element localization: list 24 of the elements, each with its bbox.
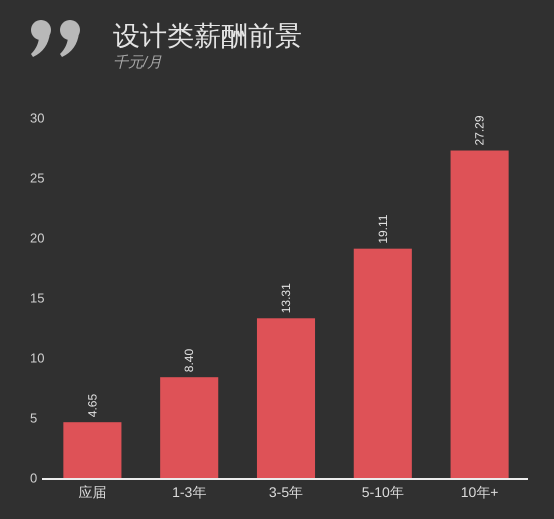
bar bbox=[160, 377, 218, 478]
bar bbox=[450, 150, 509, 478]
x-tick-label: 3-5年 bbox=[268, 484, 304, 500]
y-tick-label: 25 bbox=[30, 170, 44, 186]
x-tick-label: 10年+ bbox=[460, 484, 498, 500]
data-label: 8.40 bbox=[182, 348, 196, 372]
data-label: 27.29 bbox=[472, 115, 487, 146]
bar bbox=[256, 318, 316, 478]
y-tick-label: 15 bbox=[30, 290, 44, 306]
y-tick-label: 0 bbox=[30, 470, 38, 486]
chart-title: 设计类薪酬前景 bbox=[113, 21, 302, 51]
x-tick-label: 5-10年 bbox=[362, 484, 404, 500]
data-label: 13.31 bbox=[279, 282, 293, 314]
x-tick-label: 1-3年 bbox=[172, 484, 206, 500]
y-tick-label: 30 bbox=[30, 110, 44, 126]
y-tick-label: 20 bbox=[30, 230, 44, 246]
data-label: 19.11 bbox=[376, 214, 390, 244]
x-tick-label: 应届 bbox=[78, 484, 106, 500]
chart-subtitle: 千元/月 bbox=[113, 54, 162, 71]
bar bbox=[354, 248, 412, 478]
data-label: 4.65 bbox=[85, 394, 100, 418]
y-tick-label: 10 bbox=[30, 350, 44, 366]
y-tick-label: 5 bbox=[30, 410, 38, 426]
bar bbox=[63, 422, 122, 478]
